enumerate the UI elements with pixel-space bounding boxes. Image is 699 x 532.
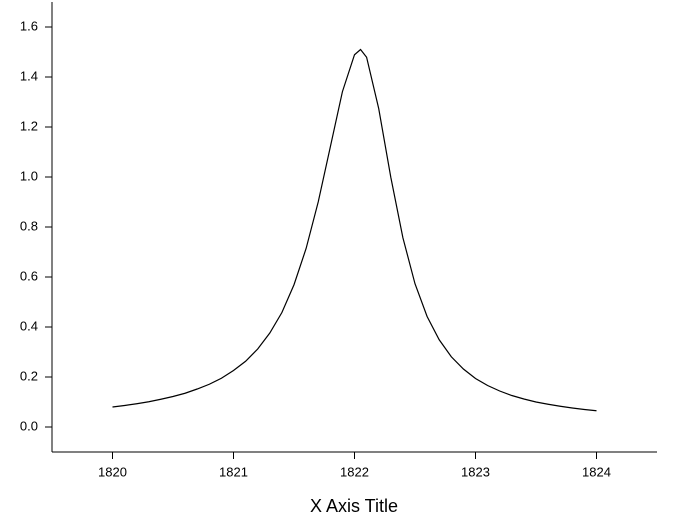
x-axis-title: X Axis Title (310, 496, 398, 516)
y-tick-label: 0.2 (20, 368, 38, 383)
x-tick-label: 1823 (461, 464, 490, 479)
x-tick-label: 1820 (98, 464, 127, 479)
y-tick-label: 0.8 (20, 218, 38, 233)
y-tick-label: 1.2 (20, 118, 38, 133)
y-tick-label: 0.4 (20, 318, 38, 333)
y-tick-label: 0.0 (20, 418, 38, 433)
y-tick-label: 1.0 (20, 168, 38, 183)
data-line (112, 48, 597, 412)
y-tick-label: 1.4 (20, 68, 38, 83)
x-tick-label: 1824 (582, 464, 611, 479)
y-tick-label: 1.6 (20, 18, 38, 33)
x-tick-label: 1821 (219, 464, 248, 479)
y-tick-label: 0.6 (20, 268, 38, 283)
x-tick-label: 1822 (340, 464, 369, 479)
